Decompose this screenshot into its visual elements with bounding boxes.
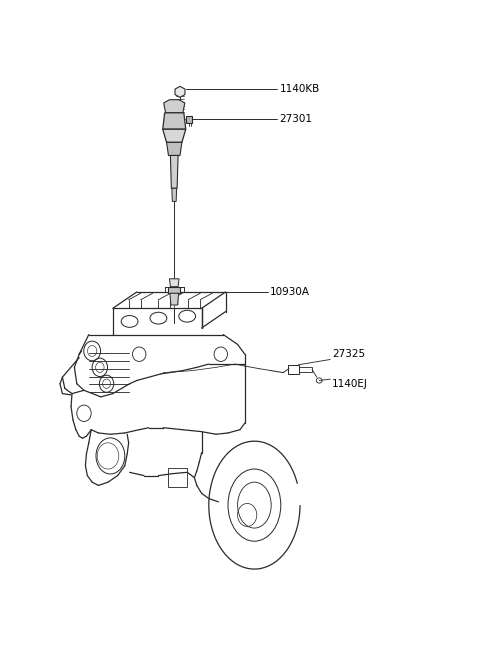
Text: 1140EJ: 1140EJ [332, 379, 368, 389]
Polygon shape [186, 116, 192, 123]
Polygon shape [163, 129, 186, 142]
Polygon shape [169, 279, 179, 287]
Polygon shape [170, 155, 178, 188]
Polygon shape [167, 142, 182, 155]
Polygon shape [175, 87, 185, 97]
Polygon shape [172, 188, 177, 201]
Text: 1140KB: 1140KB [279, 83, 320, 94]
Text: 27301: 27301 [279, 114, 312, 125]
Text: 27325: 27325 [332, 350, 365, 359]
Polygon shape [164, 100, 185, 113]
Polygon shape [163, 113, 186, 129]
Polygon shape [168, 287, 180, 293]
Text: 10930A: 10930A [270, 287, 310, 297]
Polygon shape [170, 293, 179, 305]
